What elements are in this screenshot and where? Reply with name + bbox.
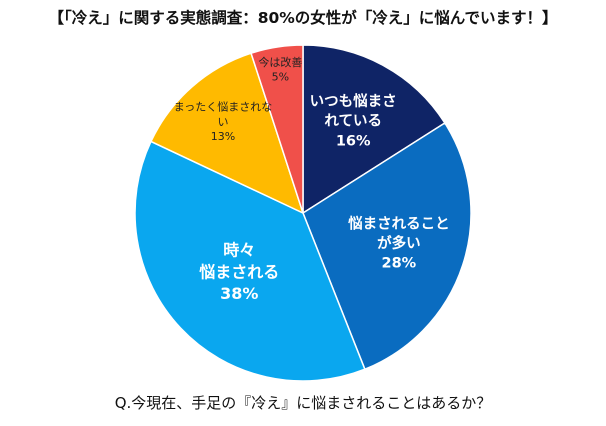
slice-name-label: れている <box>324 113 382 130</box>
slice-name-label: 悩まされる <box>199 262 279 281</box>
pie-slice-1 <box>302 44 446 215</box>
slice-name-label: が多い <box>377 234 421 252</box>
slice-name-label: 時々 <box>223 241 255 260</box>
slice-value-label: 16% <box>336 133 371 149</box>
slice-name-label: い <box>218 115 229 128</box>
pie-slices <box>134 44 472 382</box>
slice-value-label: 5% <box>272 71 289 84</box>
slice-value-label: 13% <box>211 130 235 143</box>
survey-question: Q.今現在、手足の『冷え』に悩まされることはあるか？ <box>114 394 492 412</box>
pie-slice-5 <box>250 44 304 214</box>
slice-value-label: 28% <box>382 256 417 272</box>
slice-name-label: まったく悩まされな <box>174 99 273 113</box>
slice-name-label: 今は改善 <box>258 55 302 69</box>
slice-value-label: 38% <box>220 284 258 303</box>
chart-title: 【「冷え」に関する実態調査：80%の女性が「冷え」に悩んでいます！】 <box>48 9 558 27</box>
pie-slice-4 <box>149 52 305 215</box>
slice-name-label: いつも悩まさ <box>310 92 397 110</box>
pie-slice-2 <box>302 121 472 371</box>
slice-name-label: 悩まされること <box>348 215 450 233</box>
pie-slice-3 <box>134 140 366 382</box>
